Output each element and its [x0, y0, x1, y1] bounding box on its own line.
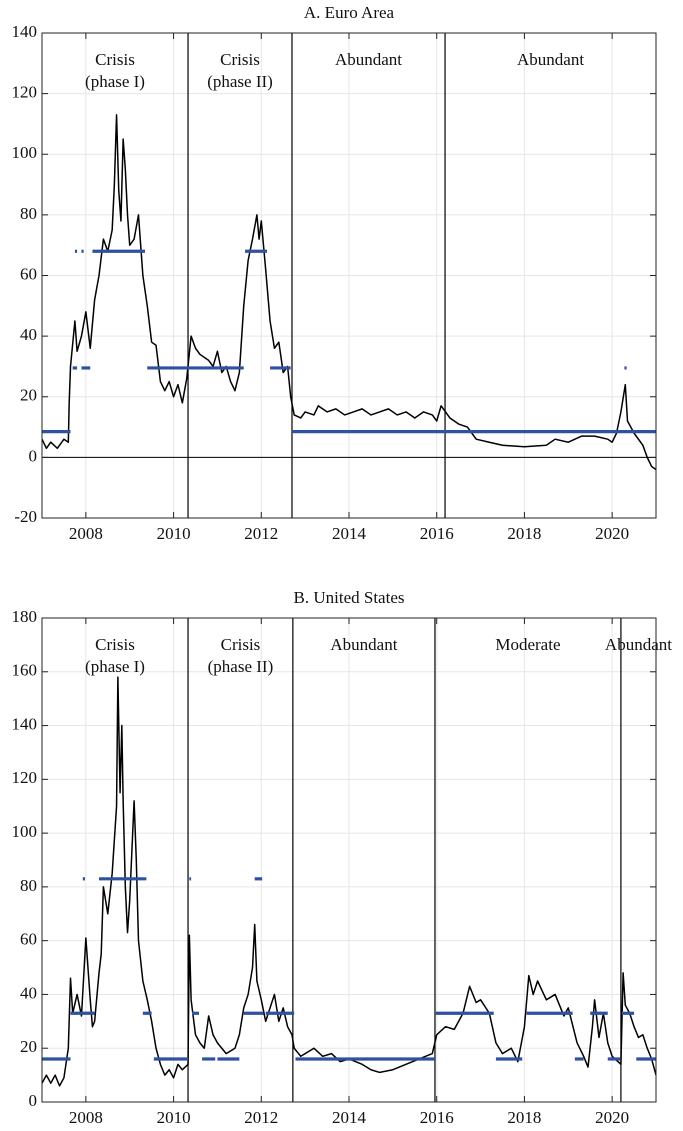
regime-label: (phase II): [208, 657, 274, 676]
x-tick-label: 2012: [244, 524, 278, 543]
y-tick-label: 100: [12, 143, 38, 162]
x-tick-label: 2010: [157, 1108, 191, 1127]
x-tick-label: 2008: [69, 524, 103, 543]
y-tick-label: 0: [29, 1091, 38, 1110]
y-tick-label: 20: [20, 1037, 37, 1056]
plot-area: [42, 618, 656, 1102]
y-tick-label: 120: [12, 768, 38, 787]
regime-label: (phase II): [207, 72, 273, 91]
y-tick-label: 0: [29, 446, 38, 465]
x-tick-label: 2016: [420, 1108, 454, 1127]
x-tick-label: 2016: [420, 524, 454, 543]
x-tick-label: 2012: [244, 1108, 278, 1127]
regime-label: Crisis: [220, 50, 260, 69]
regime-label: (phase I): [85, 657, 145, 676]
y-tick-label: 140: [12, 22, 38, 41]
regime-label: (phase I): [85, 72, 145, 91]
y-tick-label: 160: [12, 661, 38, 680]
y-tick-label: 180: [12, 607, 38, 626]
y-tick-label: 40: [20, 983, 37, 1002]
data-line: [42, 114, 656, 471]
y-tick-label: 120: [12, 83, 38, 102]
x-tick-label: 2020: [595, 1108, 629, 1127]
regime-label: Abundant: [605, 635, 672, 654]
x-tick-label: 2014: [332, 1108, 367, 1127]
chart-title: A. Euro Area: [304, 3, 395, 22]
x-tick-label: 2018: [507, 1108, 541, 1127]
y-tick-label: 20: [20, 386, 37, 405]
regime-label: Moderate: [495, 635, 560, 654]
y-tick-label: 80: [20, 876, 37, 895]
x-tick-label: 2020: [595, 524, 629, 543]
regime-label: Abundant: [330, 635, 397, 654]
x-tick-label: 2010: [157, 524, 191, 543]
regime-label: Crisis: [221, 635, 261, 654]
x-tick-label: 2018: [507, 524, 541, 543]
y-tick-label: 100: [12, 822, 38, 841]
y-tick-label: 40: [20, 325, 37, 344]
y-tick-label: 60: [20, 930, 37, 949]
y-tick-label: -20: [14, 507, 37, 526]
x-tick-label: 2014: [332, 524, 367, 543]
y-tick-label: 60: [20, 264, 37, 283]
regime-label: Crisis: [95, 635, 135, 654]
regime-label: Crisis: [95, 50, 135, 69]
plot-area: [42, 33, 656, 518]
chart-title: B. United States: [294, 588, 405, 607]
regime-label: Abundant: [335, 50, 402, 69]
y-tick-label: 140: [12, 714, 38, 733]
regime-label: Abundant: [517, 50, 584, 69]
y-tick-label: 80: [20, 204, 37, 223]
x-tick-label: 2008: [69, 1108, 103, 1127]
